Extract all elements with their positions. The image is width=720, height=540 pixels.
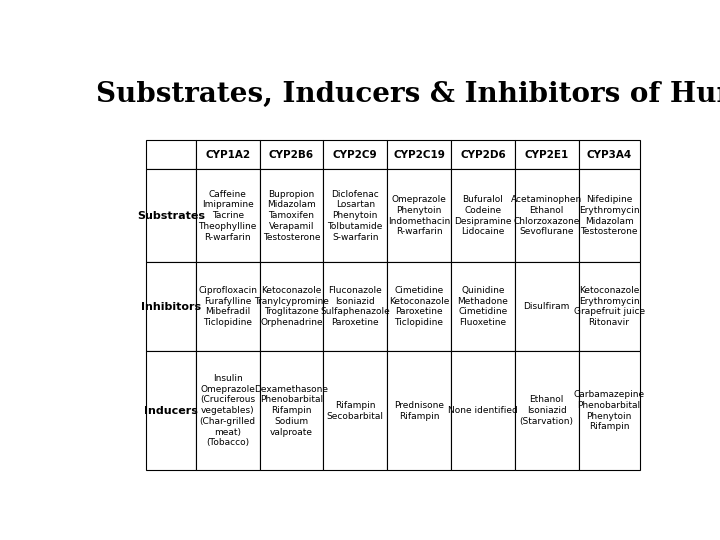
Bar xyxy=(259,140,323,170)
Text: Ethanol
Isoniazid
(Starvation): Ethanol Isoniazid (Starvation) xyxy=(520,395,574,426)
Bar xyxy=(515,170,579,262)
Text: CYP2B6: CYP2B6 xyxy=(269,150,314,159)
Bar xyxy=(145,170,196,262)
Bar xyxy=(323,140,387,170)
Bar xyxy=(387,262,451,351)
Text: Insulin
Omeprazole
(Cruciferous
vegetables)
(Char-grilled
meat)
(Tobacco): Insulin Omeprazole (Cruciferous vegetabl… xyxy=(199,374,256,448)
Text: Acetaminophen
Ethanol
Chlorzoxazone
Sevoflurane: Acetaminophen Ethanol Chlorzoxazone Sevo… xyxy=(511,195,582,237)
Text: CYP2E1: CYP2E1 xyxy=(525,150,569,159)
Bar xyxy=(579,262,639,351)
Text: Ketoconazole
Tranylcypromine
Troglitazone
Orphenadrine: Ketoconazole Tranylcypromine Troglitazon… xyxy=(254,286,329,327)
Text: Fluconazole
Isoniazid
Sulfaphenazole
Paroxetine: Fluconazole Isoniazid Sulfaphenazole Par… xyxy=(320,286,390,327)
Bar xyxy=(196,140,259,170)
Bar xyxy=(451,140,515,170)
Bar xyxy=(387,170,451,262)
Text: Disulfiram: Disulfiram xyxy=(523,302,570,311)
Bar xyxy=(259,262,323,351)
Bar xyxy=(451,351,515,470)
Text: Substrates: Substrates xyxy=(137,211,204,221)
Bar xyxy=(515,140,579,170)
Text: Inhibitors: Inhibitors xyxy=(140,301,201,312)
Text: Inducers: Inducers xyxy=(144,406,198,416)
Text: Ciprofloxacin
Furafylline
Mibefradil
Ticlopidine: Ciprofloxacin Furafylline Mibefradil Tic… xyxy=(198,286,257,327)
Text: None identified: None identified xyxy=(448,406,518,415)
Bar xyxy=(145,262,196,351)
Bar xyxy=(259,351,323,470)
Bar xyxy=(579,170,639,262)
Bar xyxy=(451,262,515,351)
Bar xyxy=(323,262,387,351)
Text: CYP1A2: CYP1A2 xyxy=(205,150,251,159)
Text: CYP2C19: CYP2C19 xyxy=(393,150,445,159)
Bar xyxy=(196,262,259,351)
Text: Prednisone
Rifampin: Prednisone Rifampin xyxy=(394,401,444,421)
Bar xyxy=(323,170,387,262)
Text: Cimetidine
Ketoconazole
Paroxetine
Ticlopidine: Cimetidine Ketoconazole Paroxetine Ticlo… xyxy=(389,286,449,327)
Bar xyxy=(145,351,196,470)
Bar xyxy=(451,170,515,262)
Text: Quinidine
Methadone
Cimetidine
Fluoxetine: Quinidine Methadone Cimetidine Fluoxetin… xyxy=(457,286,508,327)
Text: Substrates, Inducers & Inhibitors of Human CYPs: Substrates, Inducers & Inhibitors of Hum… xyxy=(96,82,720,109)
Bar xyxy=(387,351,451,470)
Text: Omeprazole
Phenytoin
Indomethacin
R-warfarin: Omeprazole Phenytoin Indomethacin R-warf… xyxy=(388,195,450,237)
Text: Diclofenac
Losartan
Phenytoin
Tolbutamide
S-warfarin: Diclofenac Losartan Phenytoin Tolbutamid… xyxy=(328,190,383,242)
Text: Nifedipine
Erythromycin
Midazolam
Testosterone: Nifedipine Erythromycin Midazolam Testos… xyxy=(579,195,639,237)
Bar xyxy=(323,351,387,470)
Text: Caffeine
Imipramine
Tacrine
Theophylline
R-warfarin: Caffeine Imipramine Tacrine Theophylline… xyxy=(199,190,257,242)
Text: Rifampin
Secobarbital: Rifampin Secobarbital xyxy=(327,401,384,421)
Bar xyxy=(196,170,259,262)
Bar xyxy=(196,351,259,470)
Text: CYP3A4: CYP3A4 xyxy=(587,150,631,159)
Text: CYP2C9: CYP2C9 xyxy=(333,150,377,159)
Text: CYP2D6: CYP2D6 xyxy=(460,150,505,159)
Bar xyxy=(515,351,579,470)
Bar xyxy=(259,170,323,262)
Text: Dexamethasone
Phenobarbital
Rifampin
Sodium
valproate: Dexamethasone Phenobarbital Rifampin Sod… xyxy=(254,384,328,437)
Text: Carbamazepine
Phenobarbital
Phenytoin
Rifampin: Carbamazepine Phenobarbital Phenytoin Ri… xyxy=(574,390,644,431)
Text: Bufuralol
Codeine
Desipramine
Lidocaine: Bufuralol Codeine Desipramine Lidocaine xyxy=(454,195,512,237)
Bar xyxy=(515,262,579,351)
Bar xyxy=(145,140,196,170)
Bar xyxy=(387,140,451,170)
Text: Ketoconazole
Erythromycin
Grapefruit juice
Ritonavir: Ketoconazole Erythromycin Grapefruit jui… xyxy=(574,286,644,327)
Text: Bupropion
Midazolam
Tamoxifen
Verapamil
Testosterone: Bupropion Midazolam Tamoxifen Verapamil … xyxy=(263,190,320,242)
Bar xyxy=(579,140,639,170)
Bar xyxy=(579,351,639,470)
